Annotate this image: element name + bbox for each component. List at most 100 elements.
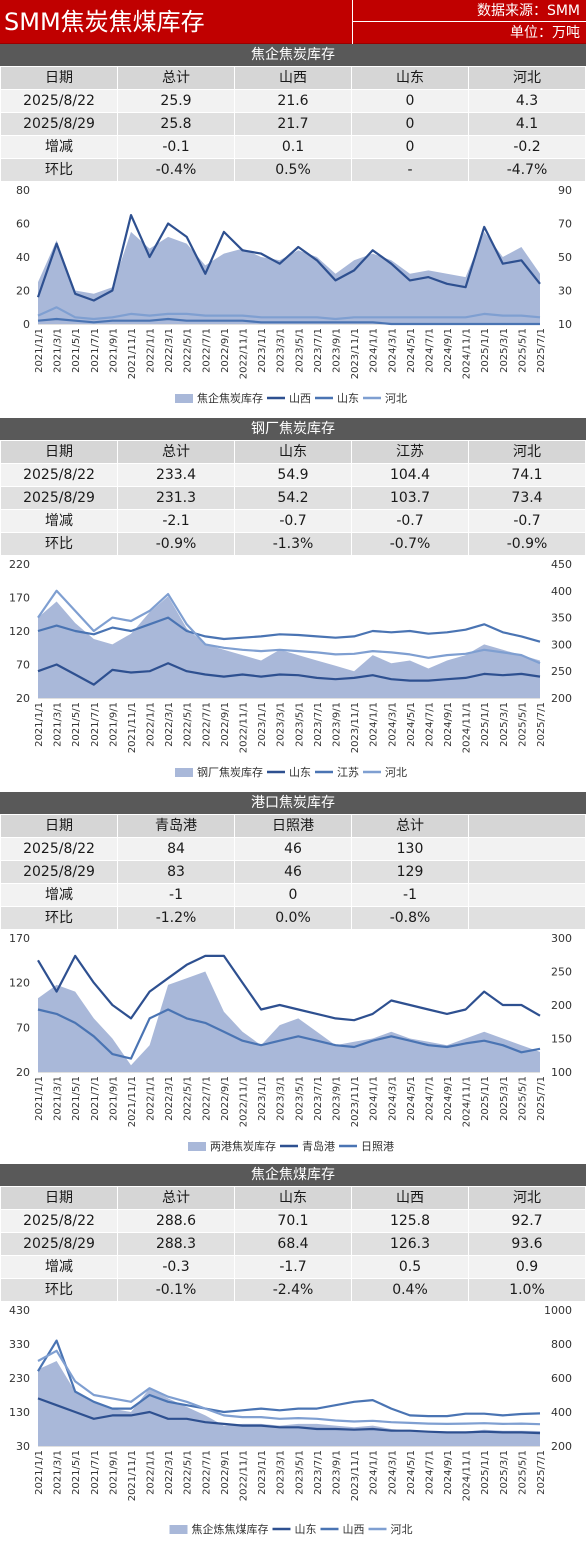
- row-label-cell: 2025/8/29: [0, 486, 118, 510]
- x-tick-label: 2021/5/1: [71, 1076, 82, 1121]
- x-tick-label: 2025/5/1: [517, 328, 528, 373]
- value-cell: 总计: [351, 814, 469, 838]
- x-tick-label: 2024/7/1: [424, 328, 435, 373]
- x-tick-label: 2021/5/1: [71, 702, 82, 747]
- x-tick-label: 2023/11/1: [350, 702, 361, 753]
- x-tick-label: 2024/11/1: [462, 1076, 473, 1127]
- y-left-tick-label: 130: [9, 1406, 30, 1419]
- value-cell: 104.4: [351, 463, 469, 487]
- x-tick-label: 2023/9/1: [331, 1076, 342, 1121]
- x-tick-label: 2021/7/1: [90, 1450, 101, 1495]
- table-row: 2025/8/22 25.9 21.6 0 4.3: [0, 89, 586, 113]
- value-cell: 总计: [117, 1186, 235, 1210]
- x-tick-label: 2022/11/1: [239, 1076, 250, 1127]
- x-tick-label: 2023/1/1: [257, 328, 268, 373]
- section-title: 焦企焦煤库存: [0, 1164, 586, 1186]
- value-cell: 0: [351, 89, 469, 113]
- table-row: 2025/8/29 83 46 129: [0, 860, 586, 884]
- value-cell: -2.4%: [234, 1278, 352, 1302]
- y-left-tick-label: 20: [16, 692, 30, 705]
- value-cell: 70.1: [234, 1209, 352, 1233]
- y-left-tick-label: 120: [9, 625, 30, 638]
- x-tick-label: 2024/5/1: [406, 1076, 417, 1121]
- section-coking-plant-coal: 焦企焦煤库存 日期 总计 山东 山西 河北 2025/8/22 288.6 70.1 125.8…: [0, 1164, 586, 1302]
- line-series: [37, 954, 541, 1022]
- y-right-tick-label: 100: [551, 1066, 572, 1079]
- x-tick-label: 2025/7/1: [536, 1450, 547, 1495]
- y-left-tick-label: 20: [16, 1066, 30, 1079]
- x-tick-label: 2023/3/1: [276, 328, 287, 373]
- value-cell: 46: [234, 860, 352, 884]
- x-tick-label: 2022/1/1: [146, 1450, 157, 1495]
- area-series: [38, 596, 540, 698]
- x-tick-label: 2022/5/1: [183, 702, 194, 747]
- y-right-tick-label: 200: [551, 692, 572, 705]
- y-right-tick-label: 150: [551, 1033, 572, 1046]
- value-cell: 0.0%: [234, 906, 352, 930]
- row-label-cell: 日期: [0, 66, 118, 90]
- x-tick-label: 2023/7/1: [313, 1450, 324, 1495]
- x-tick-label: 2025/3/1: [499, 1450, 510, 1495]
- unit-label: 单位：万吨: [352, 22, 586, 44]
- value-cell: 0.5%: [234, 158, 352, 182]
- x-tick-label: 2023/3/1: [276, 702, 287, 747]
- x-tick-label: 2022/9/1: [220, 1076, 231, 1121]
- row-label-cell: 2025/8/22: [0, 837, 118, 861]
- value-cell: 73.4: [468, 486, 586, 510]
- x-tick-label: 2021/9/1: [108, 1076, 119, 1121]
- value-cell: 山东: [351, 66, 469, 90]
- legend-label: 钢厂焦炭库存: [197, 765, 263, 779]
- legend-label: 山东: [289, 766, 311, 779]
- y-left-tick-label: 80: [16, 184, 30, 197]
- value-cell: 0.9: [468, 1255, 586, 1279]
- x-tick-label: 2025/3/1: [499, 1076, 510, 1121]
- y-right-tick-label: 600: [551, 1372, 572, 1385]
- x-tick-label: 2022/5/1: [183, 1076, 194, 1121]
- y-right-tick-label: 250: [551, 966, 572, 979]
- x-tick-label: 2022/1/1: [146, 328, 157, 373]
- x-tick-label: 2023/9/1: [331, 702, 342, 747]
- x-tick-label: 2023/3/1: [276, 1076, 287, 1121]
- x-tick-label: 2021/3/1: [53, 1450, 64, 1495]
- x-tick-label: 2024/9/1: [443, 702, 454, 747]
- chart-steel-mill-coke: 20 70 120 170 220 200 250 300 350 400 450 2021/1/1 2…: [9, 558, 572, 779]
- y-left-tick-label: 170: [9, 932, 30, 945]
- value-cell: 0: [234, 883, 352, 907]
- x-tick-label: 2023/7/1: [313, 328, 324, 373]
- value-cell: -0.3: [117, 1255, 235, 1279]
- line-series: [37, 1397, 541, 1435]
- table-row: 增减 -2.1 -0.7 -0.7 -0.7: [0, 509, 586, 533]
- legend-label: 河北: [385, 392, 407, 405]
- x-tick-label: 2024/1/1: [369, 328, 380, 373]
- line-series: [37, 1008, 541, 1060]
- legend-label: 焦企炼焦煤库存: [192, 1522, 269, 1536]
- legend-label: 焦企焦炭库存: [197, 391, 263, 405]
- x-tick-label: 2025/5/1: [517, 1450, 528, 1495]
- y-right-tick-label: 200: [551, 999, 572, 1012]
- x-tick-label: 2021/3/1: [53, 1076, 64, 1121]
- section-title: 港口焦炭库存: [0, 792, 586, 814]
- table-row: 增减 -1 0 -1: [0, 883, 586, 907]
- value-cell: -1.3%: [234, 532, 352, 556]
- row-label-cell: 增减: [0, 509, 118, 533]
- value-cell: -0.4%: [117, 158, 235, 182]
- y-right-tick-label: 450: [551, 558, 572, 571]
- x-tick-label: 2024/3/1: [387, 328, 398, 373]
- value-cell: 54.9: [234, 463, 352, 487]
- value-cell: -0.2: [468, 135, 586, 159]
- legend-label: 山西: [343, 1523, 365, 1536]
- value-cell: 江苏: [351, 440, 469, 464]
- value-cell: -0.9%: [117, 532, 235, 556]
- row-label-cell: 2025/8/29: [0, 1232, 118, 1256]
- row-label-cell: 日期: [0, 440, 118, 464]
- value-cell: 河北: [468, 66, 586, 90]
- value-cell: [468, 860, 586, 884]
- x-tick-label: 2023/7/1: [313, 702, 324, 747]
- value-cell: -0.7: [351, 509, 469, 533]
- row-label-cell: 2025/8/22: [0, 89, 118, 113]
- legend-label: 江苏: [337, 766, 359, 779]
- y-right-tick-label: 70: [558, 218, 572, 231]
- value-cell: 288.3: [117, 1232, 235, 1256]
- legend-label: 山东: [337, 392, 359, 405]
- x-tick-label: 2021/1/1: [34, 328, 45, 373]
